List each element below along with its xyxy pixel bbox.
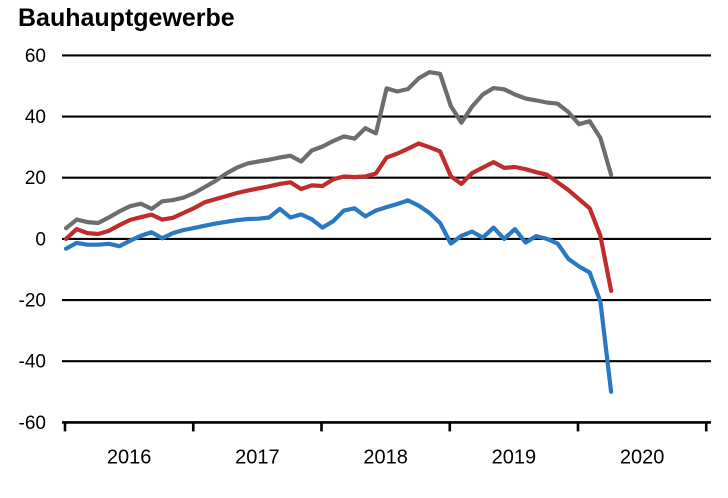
chart-title: Bauhauptgewerbe: [18, 4, 235, 32]
y-axis-label: 0: [35, 229, 46, 250]
series-line-blue: [63, 198, 614, 394]
x-axis-label-2019: 2019: [492, 446, 537, 468]
x-axis-label-2016: 2016: [107, 446, 152, 468]
y-axis-label: 20: [25, 168, 46, 189]
y-axis-label: -20: [19, 291, 46, 312]
x-axis-label-2017: 2017: [235, 446, 280, 468]
x-axis-label-2018: 2018: [363, 446, 408, 468]
y-axis-label: -40: [19, 352, 46, 373]
y-axis-label: 60: [25, 46, 46, 67]
y-axis-label: 40: [25, 107, 46, 128]
series-line-gray: [63, 70, 614, 231]
y-axis-label: -60: [19, 413, 46, 434]
x-axis-label-2020: 2020: [620, 446, 665, 468]
series-line-red: [63, 141, 614, 293]
